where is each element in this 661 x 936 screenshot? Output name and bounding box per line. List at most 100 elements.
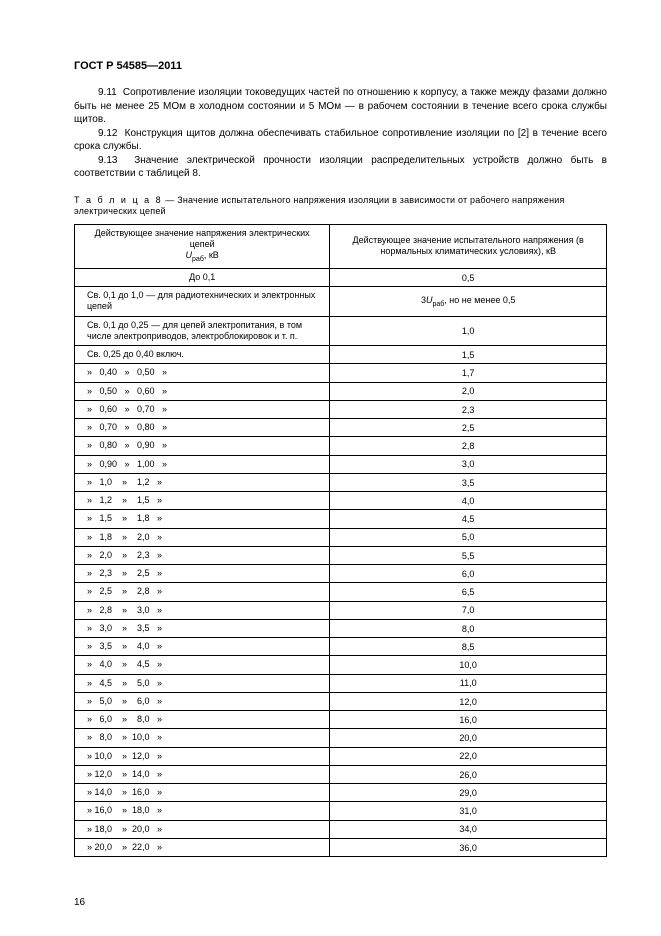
cell-right: 8,0 [330,619,607,637]
range-text: » 10,0 » 12,0 » [87,751,162,761]
cell-left: » 6,0 » 8,0 » [75,711,330,729]
range-text: » 5,0 » 6,0 » [87,696,162,706]
col1-header-sub: раб [192,256,204,263]
cell-left: » 0,70 » 0,80 » [75,419,330,437]
range-text: » 2,8 » 3,0 » [87,605,162,615]
cell-left: » 2,5 » 2,8 » [75,583,330,601]
cell-right: 3,0 [330,455,607,473]
cell-left: » 2,3 » 2,5 » [75,565,330,583]
range-text: » 0,70 » 0,80 » [87,422,167,432]
range-text: » 0,50 » 0,60 » [87,386,167,396]
cell-right: 34,0 [330,820,607,838]
table-row: » 0,80 » 0,90 »2,8 [75,437,607,455]
row2-right-post: , но не менее 0,5 [444,295,515,305]
cell-left: » 20,0 » 22,0 » [75,838,330,856]
paragraph-9-13: 9.13 Значение электрической прочности из… [74,154,607,181]
cell-left: » 16,0 » 18,0 » [75,802,330,820]
range-text: » 16,0 » 18,0 » [87,805,162,815]
table-row: » 16,0 » 18,0 » 31,0 [75,802,607,820]
cell-left: Св. 0,1 до 1,0 — для радиотехнических и … [75,287,330,317]
cell-right: 10,0 [330,656,607,674]
table-row: » 4,0 » 4,5 » 10,0 [75,656,607,674]
table-row: » 3,0 » 3,5 » 8,0 [75,619,607,637]
cell-left: » 12,0 » 14,0 » [75,765,330,783]
col1-header: Действующее значение напряжения электрич… [75,224,330,268]
cell-right: 36,0 [330,838,607,856]
cell-left: » 3,0 » 3,5 » [75,619,330,637]
para-text: 9.13 Значение электрической прочности из… [74,155,607,180]
col1-header-post: , кВ [204,250,219,260]
cell-left: » 3,5 » 4,0 » [75,638,330,656]
cell-left: » 18,0 » 20,0 » [75,820,330,838]
cell-left: » 0,40 » 0,50 » [75,364,330,382]
cell-right: 0,5 [330,268,607,286]
table-row: » 2,3 » 2,5 »6,0 [75,565,607,583]
range-text: » 1,0 » 1,2 » [87,477,162,487]
cell-left: » 8,0 » 10,0 » [75,729,330,747]
table-row: » 4,5 » 5,0 » 11,0 [75,674,607,692]
cell-left: » 0,60 » 0,70 » [75,400,330,418]
range-text: » 4,5 » 5,0 » [87,678,162,688]
cell-left: » 14,0 » 16,0 » [75,784,330,802]
cell-right: 8,5 [330,638,607,656]
col1-header-pre: Действующее значение напряжения электрич… [95,228,310,249]
cell-left: » 0,80 » 0,90 » [75,437,330,455]
table-8: Действующее значение напряжения электрич… [74,224,607,857]
table-row: » 2,5 » 2,8 »6,5 [75,583,607,601]
range-text: » 2,0 » 2,3 » [87,550,162,560]
range-text: » 1,2 » 1,5 » [87,495,162,505]
table-row: » 1,8 » 2,0 » 5,0 [75,528,607,546]
table-row: » 6,0 » 8,0 » 16,0 [75,711,607,729]
paragraph-9-11: 9.11 Сопротивление изоляции токоведущих … [74,86,607,127]
cell-right: 1,7 [330,364,607,382]
range-text: » 3,5 » 4,0 » [87,641,162,651]
row2-right-sub: раб [432,301,444,308]
range-text: » 4,0 » 4,5 » [87,659,162,669]
cell-left: » 2,8 » 3,0 » [75,601,330,619]
para-text: 9.12 Конструкция щитов должна обеспечива… [74,128,607,153]
cell-left: » 5,0 » 6,0 » [75,692,330,710]
cell-right: 29,0 [330,784,607,802]
table-caption: Т а б л и ц а 8 — Значение испытательног… [74,195,607,218]
cell-right: 3Uраб, но не менее 0,5 [330,287,607,317]
cell-right: 11,0 [330,674,607,692]
range-text: » 0,80 » 0,90 » [87,440,167,450]
cell-right: 31,0 [330,802,607,820]
range-text: » 6,0 » 8,0 » [87,714,162,724]
paragraph-9-12: 9.12 Конструкция щитов должна обеспечива… [74,127,607,154]
cell-right: 4,0 [330,492,607,510]
table-row: » 0,90 » 1,00 »3,0 [75,455,607,473]
cell-left: Св. 0,25 до 0,40 включ. [75,346,330,364]
cell-right: 6,5 [330,583,607,601]
table-row: » 0,50 » 0,60 » 2,0 [75,382,607,400]
table-row: » 10,0 » 12,0 » 22,0 [75,747,607,765]
range-text: » 14,0 » 16,0 » [87,787,162,797]
cell-right: 3,5 [330,473,607,491]
range-text: » 1,5 » 1,8 » [87,513,162,523]
table-row: До 0,1 0,5 [75,268,607,286]
table-row: Св. 0,1 до 0,25 — для цепей электропитан… [75,316,607,346]
cell-right: 1,0 [330,316,607,346]
cell-left: » 0,50 » 0,60 » [75,382,330,400]
cell-right: 16,0 [330,711,607,729]
cell-right: 1,5 [330,346,607,364]
range-text: » 20,0 » 22,0 » [87,842,162,852]
cell-right: 7,0 [330,601,607,619]
cell-left: » 1,5 » 1,8 » [75,510,330,528]
cell-right: 22,0 [330,747,607,765]
table-header-row: Действующее значение напряжения электрич… [75,224,607,268]
table-row: » 1,5 » 1,8 » 4,5 [75,510,607,528]
table-row: Св. 0,25 до 0,40 включ. 1,5 [75,346,607,364]
cell-right: 5,0 [330,528,607,546]
cell-right: 26,0 [330,765,607,783]
cell-left: » 10,0 » 12,0 » [75,747,330,765]
cell-right: 4,5 [330,510,607,528]
table-row: » 2,0 » 2,3 »5,5 [75,546,607,564]
range-text: » 1,8 » 2,0 » [87,532,162,542]
cell-left: » 0,90 » 1,00 » [75,455,330,473]
table-row: » 8,0 » 10,0 »20,0 [75,729,607,747]
range-text: » 8,0 » 10,0 » [87,732,162,742]
range-text: » 3,0 » 3,5 » [87,623,162,633]
cell-left: » 1,8 » 2,0 » [75,528,330,546]
cell-right: 2,0 [330,382,607,400]
